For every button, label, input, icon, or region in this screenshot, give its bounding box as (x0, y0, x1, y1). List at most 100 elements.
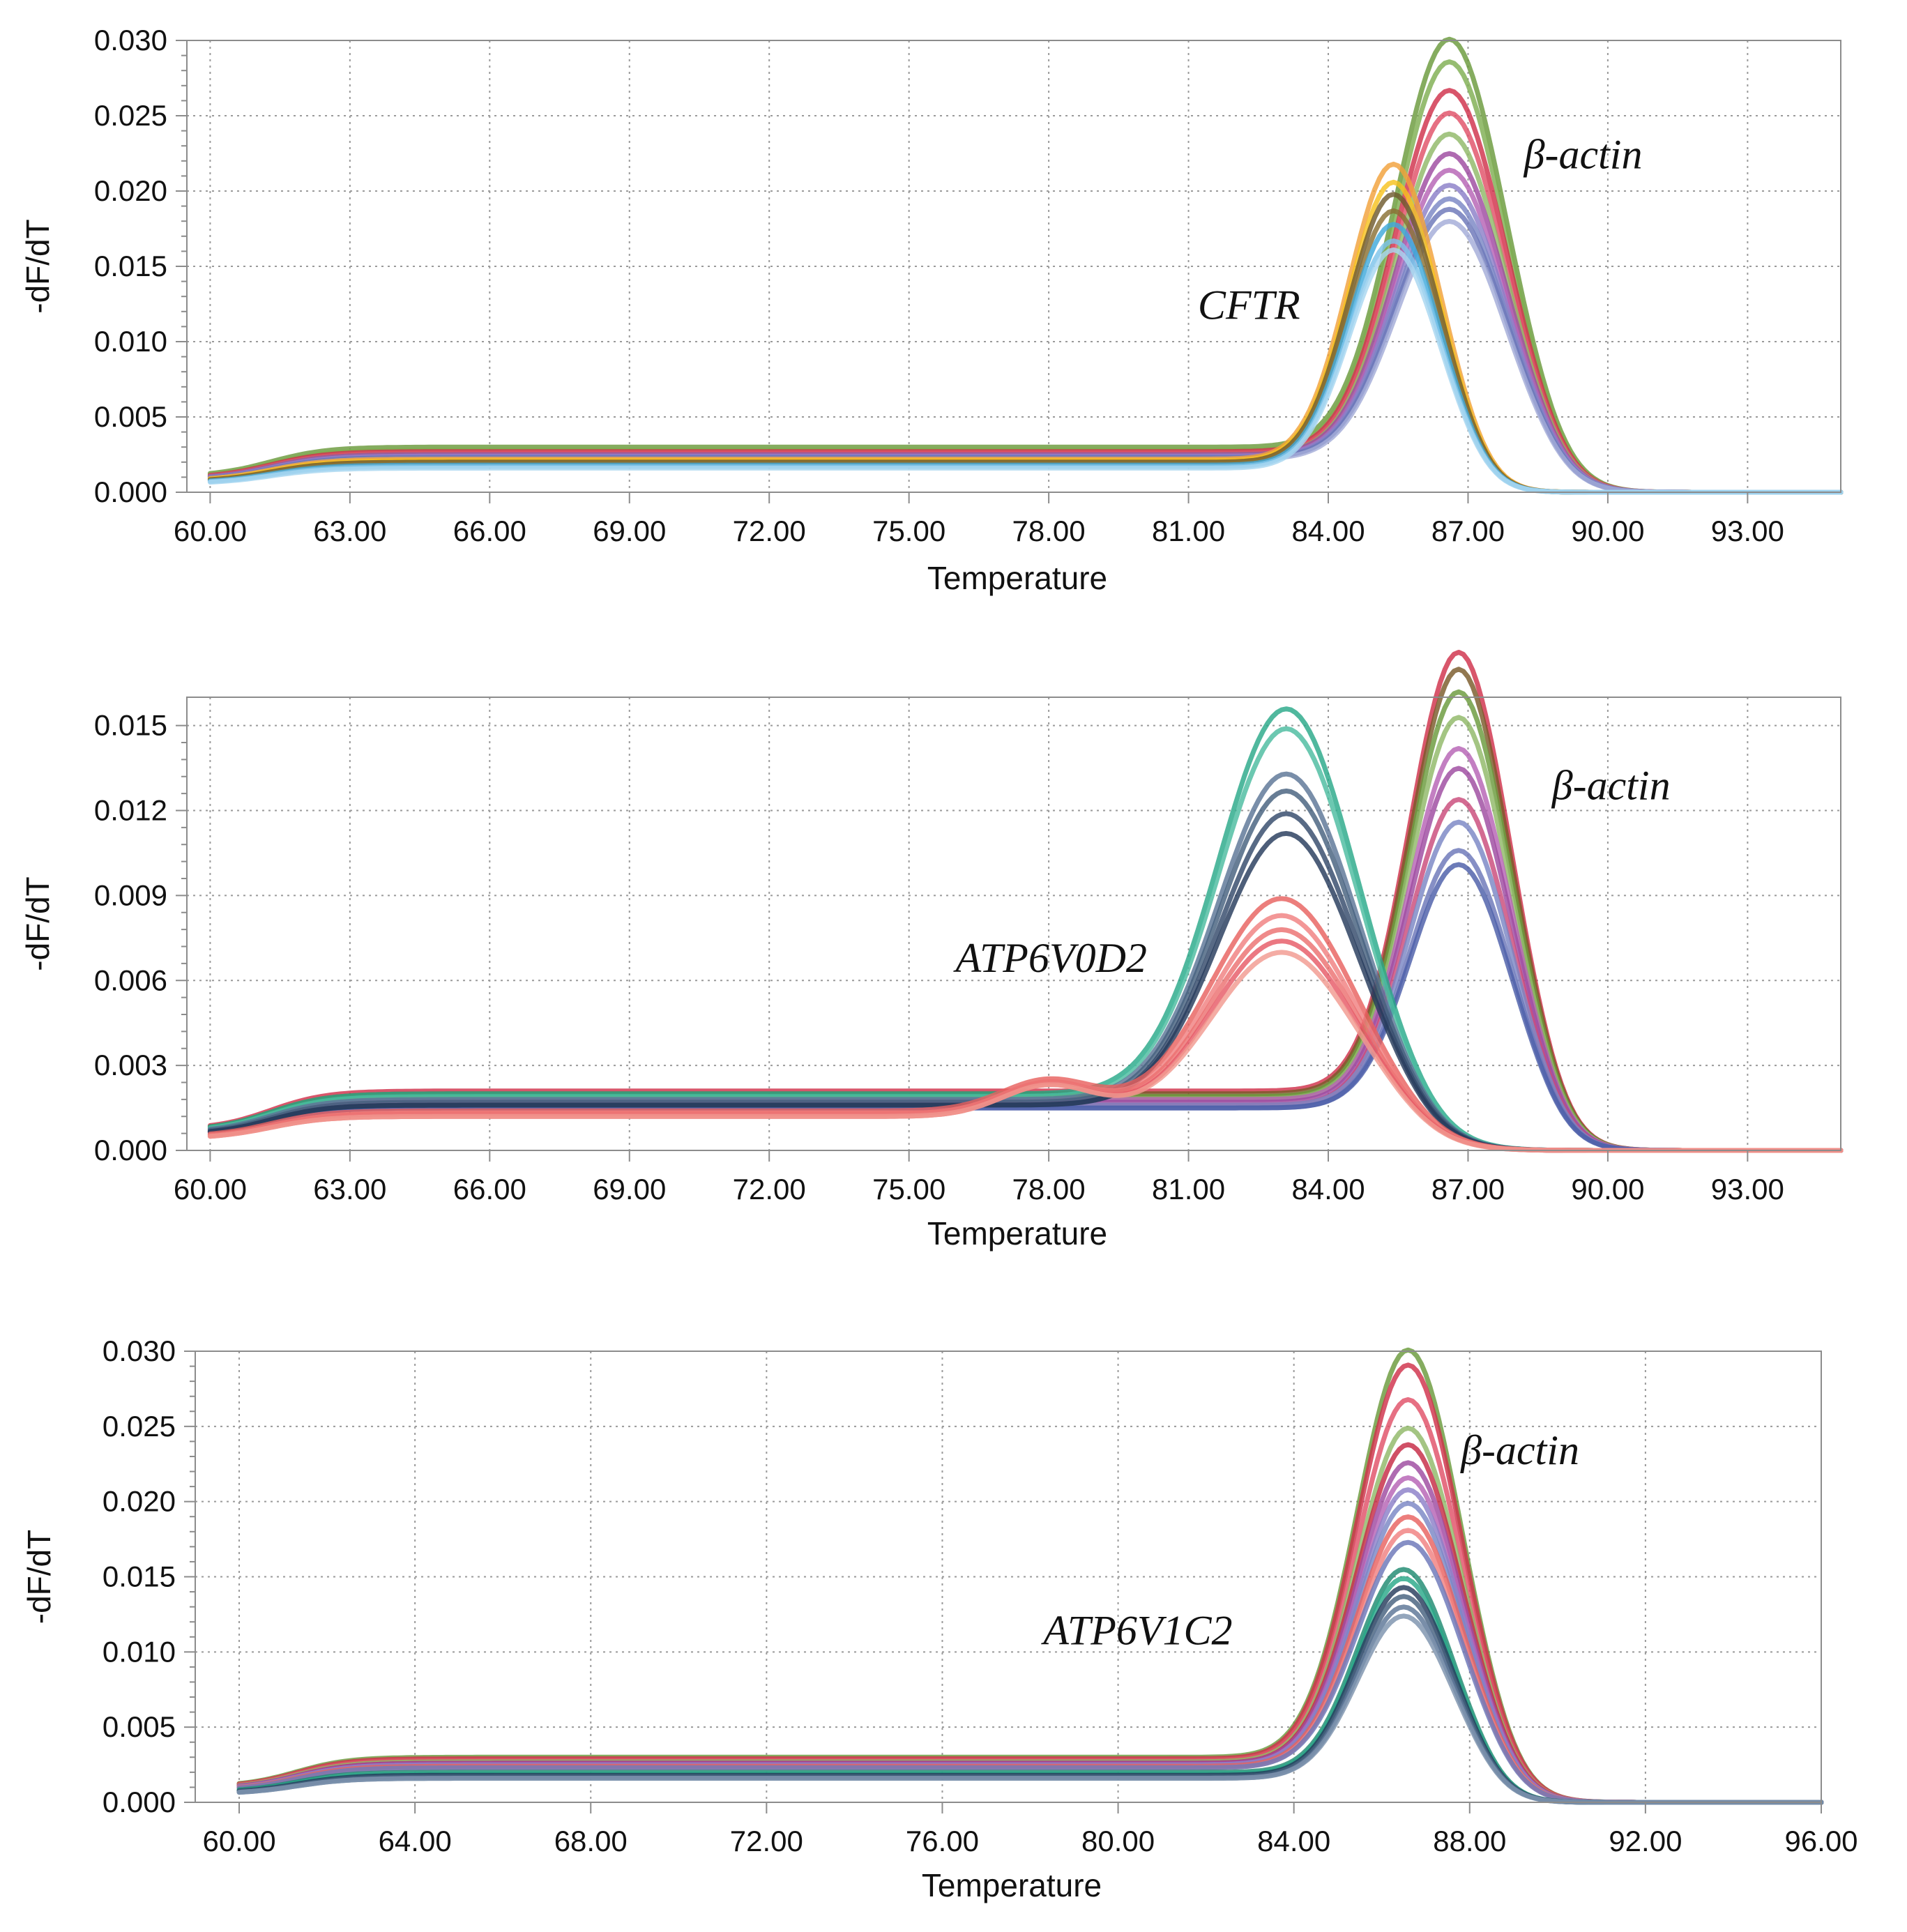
x-tick-label: 69.00 (593, 1173, 666, 1205)
x-tick-label: 63.00 (313, 1173, 386, 1205)
melt-curve--actin (236, 1362, 1824, 1805)
x-tick-label: 87.00 (1431, 1173, 1505, 1205)
y-tick-label: 0.005 (94, 400, 167, 433)
x-tick-label: 76.00 (906, 1825, 979, 1857)
y-tick-label: 0.015 (94, 250, 167, 282)
x-tick-label: 72.00 (730, 1825, 803, 1857)
y-tick-label: 0.025 (102, 1410, 176, 1443)
y-tick-label: 0.003 (94, 1049, 167, 1081)
x-tick-label: 80.00 (1081, 1825, 1155, 1857)
gene-annotation: ATP6V0D2 (952, 935, 1146, 981)
melt-curve--actin (236, 1397, 1824, 1805)
x-tick-label: 92.00 (1609, 1825, 1682, 1857)
panel-atp6v1c2-melt-curve: 0.000 0.005 0.010 0.015 0.020 0.025 0.030 60.00… (21, 1334, 1858, 1903)
y-tick-label: 0.010 (102, 1635, 176, 1668)
x-tick-label: 87.00 (1431, 515, 1505, 547)
melt-curve--actin (207, 862, 1844, 1153)
y-tick-label: 0.030 (94, 24, 167, 56)
gene-annotation: ATP6V1C2 (1040, 1608, 1232, 1654)
tick-labels: 0.000 0.005 0.010 0.015 0.020 0.025 0.030 60.00… (94, 24, 1784, 547)
x-axis-title: Temperature (927, 560, 1107, 596)
series-curves (207, 36, 1844, 495)
tick-marks (176, 40, 1749, 503)
x-tick-label: 81.00 (1152, 1173, 1225, 1205)
melt-curve--actin (236, 1460, 1824, 1805)
melt-curve--actin (236, 1475, 1824, 1805)
y-tick-label: 0.010 (94, 325, 167, 358)
y-tick-label: 0.020 (102, 1485, 176, 1518)
y-tick-label: 0.005 (102, 1710, 176, 1743)
panel-cftr-melt-curve: 0.000 0.005 0.010 0.015 0.020 0.025 0.030 60.00… (20, 24, 1844, 596)
x-axis-title: Temperature (922, 1867, 1102, 1903)
x-tick-label: 72.00 (733, 515, 806, 547)
panel-atp6v0d2-melt-curve: 0.000 0.003 0.006 0.009 0.012 0.015 60.00 63.00… (20, 650, 1844, 1252)
y-tick-label: 0.030 (102, 1334, 176, 1367)
melt-curve--actin (236, 1442, 1824, 1805)
tick-marks (176, 724, 1749, 1162)
x-tick-label: 78.00 (1012, 515, 1086, 547)
y-tick-label: 0.009 (94, 878, 167, 911)
plot-area (186, 697, 1841, 1151)
x-tick-label: 84.00 (1257, 1825, 1330, 1857)
x-tick-label: 60.00 (174, 1173, 247, 1205)
x-tick-label: 84.00 (1291, 1173, 1365, 1205)
x-tick-label: 75.00 (872, 515, 945, 547)
y-tick-label: 0.012 (94, 794, 167, 827)
y-axis-title: -dF/dT (20, 219, 56, 313)
melt-curve--actin (207, 131, 1844, 495)
x-tick-label: 64.00 (379, 1825, 452, 1857)
melt-curve--actin (207, 59, 1844, 495)
x-tick-label: 96.00 (1784, 1825, 1857, 1857)
gene-annotation: β-actin (1524, 132, 1643, 178)
grid (187, 40, 1841, 492)
gene-annotation: CFTR (1198, 282, 1300, 328)
melt-curve-cftr (207, 161, 1844, 495)
y-tick-label: 0.000 (94, 1134, 167, 1166)
x-tick-label: 93.00 (1711, 1173, 1784, 1205)
x-tick-label: 72.00 (733, 1173, 806, 1205)
tick-labels: 0.000 0.005 0.010 0.015 0.020 0.025 0.030 60.00… (102, 1334, 1858, 1857)
y-tick-label: 0.006 (94, 964, 167, 996)
y-tick-label: 0.025 (94, 99, 167, 132)
x-axis-title: Temperature (927, 1215, 1107, 1252)
y-tick-label: 0.020 (94, 174, 167, 207)
y-tick-label: 0.015 (102, 1560, 176, 1593)
y-tick-label: 0.015 (94, 709, 167, 742)
x-tick-label: 78.00 (1012, 1173, 1086, 1205)
x-tick-label: 88.00 (1433, 1825, 1506, 1857)
melt-curve--actin (207, 36, 1844, 495)
series-curves (207, 650, 1844, 1153)
x-tick-label: 66.00 (453, 1173, 526, 1205)
series-curves (236, 1347, 1824, 1805)
tick-marks (184, 1351, 1822, 1813)
x-tick-label: 69.00 (593, 515, 666, 547)
melt-curve--actin (207, 650, 1844, 1153)
x-tick-label: 81.00 (1152, 515, 1225, 547)
y-tick-label: 0.000 (102, 1786, 176, 1818)
x-tick-label: 93.00 (1711, 515, 1784, 547)
melt-curve-atp6v0d2-low- (207, 950, 1844, 1153)
y-tick-label: 0.000 (94, 476, 167, 508)
x-tick-label: 66.00 (453, 515, 526, 547)
melt-curve-atp6v1c2 (236, 1613, 1824, 1805)
x-tick-label: 68.00 (554, 1825, 628, 1857)
gene-annotation: β-actin (1460, 1427, 1579, 1473)
x-tick-label: 60.00 (202, 1825, 275, 1857)
grid (195, 1351, 1821, 1802)
x-tick-label: 90.00 (1571, 515, 1644, 547)
melt-curve--actin (236, 1425, 1824, 1805)
tick-labels: 0.000 0.003 0.006 0.009 0.012 0.015 60.00 63.00… (94, 709, 1784, 1205)
x-tick-label: 60.00 (174, 515, 247, 547)
melt-curve--actin (207, 667, 1844, 1153)
gene-annotation: β-actin (1551, 762, 1671, 808)
melt-curve--actin (236, 1539, 1824, 1805)
melt-curve--actin (207, 167, 1844, 495)
melt-curve-atp6v0d2 (207, 830, 1844, 1153)
x-tick-label: 84.00 (1291, 515, 1365, 547)
x-tick-label: 75.00 (872, 1173, 945, 1205)
x-tick-label: 63.00 (313, 515, 386, 547)
x-tick-label: 90.00 (1571, 1173, 1644, 1205)
y-axis-title: -dF/dT (20, 876, 56, 971)
y-axis-title: -dF/dT (21, 1530, 57, 1624)
